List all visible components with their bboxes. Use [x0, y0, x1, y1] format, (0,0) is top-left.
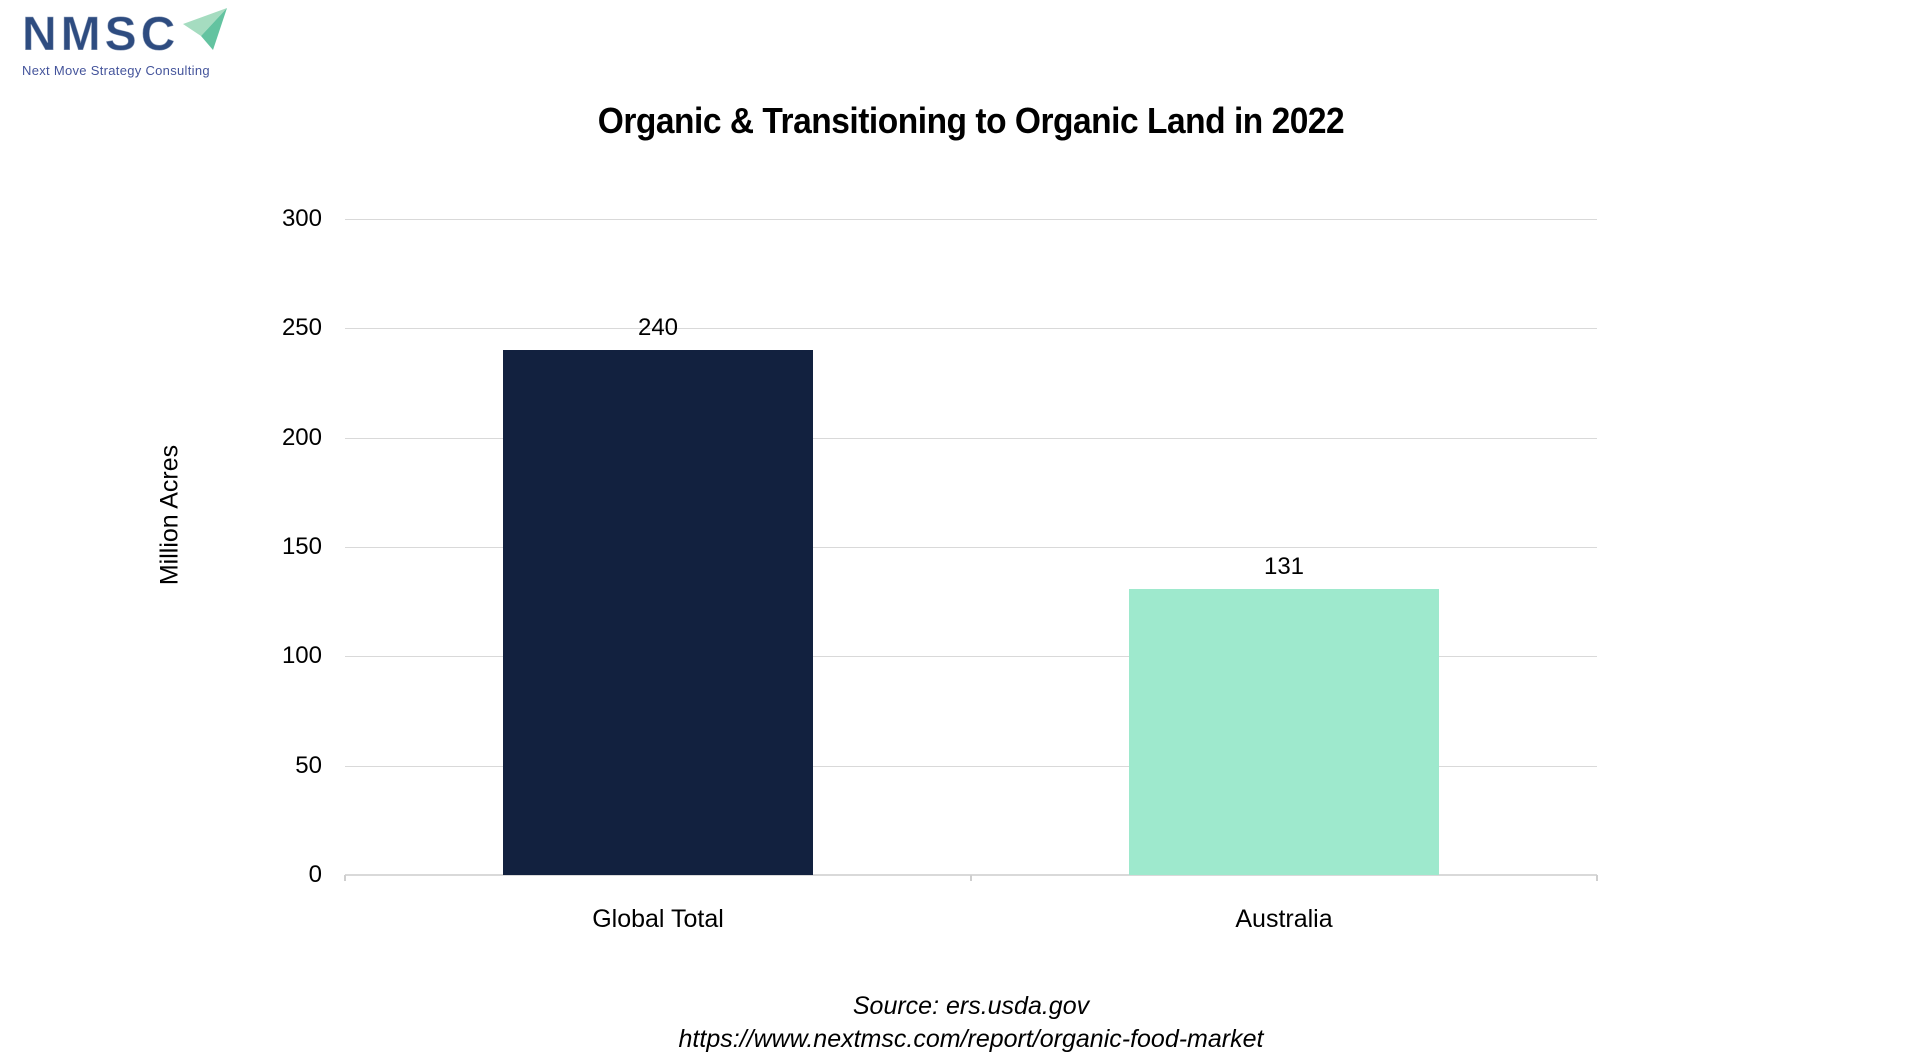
- bar-data-label: 240: [637, 314, 679, 342]
- x-axis-tick: [1596, 875, 1598, 881]
- y-tick-label: 200: [281, 423, 322, 451]
- x-axis-tick: [970, 875, 972, 881]
- bar-global-total: [503, 350, 813, 875]
- nmsc-logo: NMSC Next Move Strategy Consulting: [21, 6, 231, 78]
- y-tick-label: 300: [281, 205, 322, 232]
- y-axis-title: Million Acres: [155, 444, 184, 586]
- x-axis-category-labels: Global Total Australia: [345, 905, 1597, 935]
- plot-area: 240 131: [344, 219, 1598, 881]
- source-line: Source: ers.usda.gov: [852, 992, 1090, 1020]
- bar-australia: [1129, 588, 1439, 875]
- gridline: [345, 328, 1597, 330]
- source-footer: Source: ers.usda.gov https://www.nextmsc…: [345, 990, 1597, 1056]
- x-axis-tick: [344, 875, 346, 881]
- gridline: [345, 765, 1597, 767]
- y-tick-label: 150: [281, 533, 322, 560]
- logo-acronym: NMSC: [21, 8, 180, 62]
- chart-title: Organic & Transitioning to Organic Land …: [597, 100, 1345, 141]
- y-axis-tick-labels: 0 50 100 150 200 250 300: [240, 205, 322, 888]
- gridline: [345, 219, 1597, 220]
- paper-plane-icon: [181, 6, 231, 57]
- category-label: Global Total: [592, 905, 724, 933]
- source-url: https://www.nextmsc.com/report/organic-f…: [678, 1025, 1264, 1053]
- y-tick-label: 50: [295, 751, 322, 779]
- y-tick-label: 100: [281, 642, 322, 670]
- bar-data-label: 131: [1263, 552, 1305, 580]
- gridline: [345, 437, 1597, 439]
- y-tick-label: 0: [308, 861, 322, 888]
- logo-tagline: Next Move Strategy Consulting: [22, 62, 210, 78]
- gridline: [345, 547, 1597, 548]
- gridline: [345, 656, 1597, 658]
- category-label: Australia: [1235, 905, 1333, 933]
- y-tick-label: 250: [281, 314, 322, 342]
